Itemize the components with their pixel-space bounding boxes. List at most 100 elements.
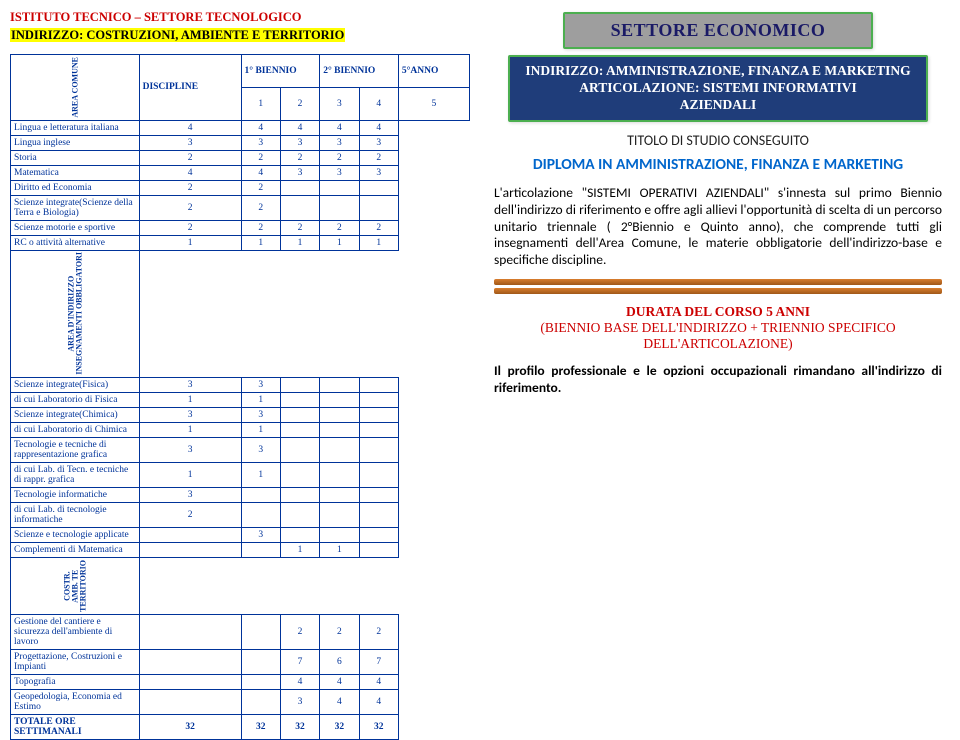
table-row: Progettazione, Costruzioni e Impianti767	[11, 650, 470, 675]
hours-cell	[280, 438, 319, 463]
discipline-label: di cui Laboratorio di Fisica	[11, 393, 140, 408]
hours-cell	[241, 543, 280, 558]
hours-cell	[280, 528, 319, 543]
hours-cell: 4	[241, 120, 280, 135]
table-row: Geopedologia, Economia ed Estimo344	[11, 690, 470, 715]
hours-cell	[241, 675, 280, 690]
hours-cell	[359, 438, 398, 463]
col-biennio1: 1° BIENNIO	[241, 55, 320, 88]
hours-cell: 3	[280, 690, 319, 715]
hours-cell: 1	[139, 393, 241, 408]
hours-cell	[139, 528, 241, 543]
orange-bar	[494, 279, 942, 285]
hours-cell	[241, 615, 280, 650]
hours-cell: 4	[280, 120, 319, 135]
hours-cell	[280, 408, 319, 423]
left-column: ISTITUTO TECNICO – SETTORE TECNOLOGICO I…	[0, 0, 480, 611]
table-row: Storia22222	[11, 150, 470, 165]
table-row: di cui Lab. di Tecn. e tecniche di rappr…	[11, 463, 470, 488]
table-row: Tecnologie e tecniche di rappresentazion…	[11, 438, 470, 463]
table-row: Lingua e letteratura italiana44444	[11, 120, 470, 135]
hours-cell	[139, 650, 241, 675]
hours-cell: 3	[139, 408, 241, 423]
hours-cell	[320, 463, 359, 488]
profilo-paragraph: Il profilo professionale e le opzioni oc…	[494, 362, 942, 396]
hours-cell: 1	[359, 235, 398, 250]
hours-cell: 4	[320, 690, 359, 715]
hours-cell: 3	[359, 135, 398, 150]
vlabel-area-comune: AREA COMUNE	[11, 55, 140, 121]
hours-cell	[280, 463, 319, 488]
hours-cell	[280, 195, 319, 220]
hours-cell	[359, 378, 398, 393]
hours-cell	[241, 503, 280, 528]
hours-cell	[359, 528, 398, 543]
discipline-label: Scienze integrate(Scienze della Terra e …	[11, 195, 140, 220]
colnum-5: 5	[398, 87, 469, 120]
hours-cell: 1	[139, 235, 241, 250]
hours-cell	[359, 195, 398, 220]
hours-cell	[320, 408, 359, 423]
table-header-row: AREA COMUNE DISCIPLINE 1° BIENNIO 2° BIE…	[11, 55, 470, 88]
header-title: ISTITUTO TECNICO – SETTORE TECNOLOGICO I…	[10, 8, 470, 44]
hours-cell	[359, 408, 398, 423]
table-row: RC o attività alternative11111	[11, 235, 470, 250]
hours-cell	[139, 690, 241, 715]
hours-cell: 4	[359, 120, 398, 135]
hours-cell	[320, 393, 359, 408]
hours-cell: 2	[280, 220, 319, 235]
durata-title: DURATA DEL CORSO 5 ANNI	[494, 304, 942, 320]
discipline-label: RC o attività alternative	[11, 235, 140, 250]
table-total-row: TOTALE ORE SETTIMANALI 32 32 32 32 32	[11, 715, 470, 740]
hours-cell	[280, 393, 319, 408]
hours-cell: 1	[280, 235, 319, 250]
hours-cell: 4	[139, 120, 241, 135]
hours-cell: 7	[280, 650, 319, 675]
table-row: Scienze integrate(Chimica)33	[11, 408, 470, 423]
hours-cell	[320, 438, 359, 463]
hours-cell: 2	[359, 615, 398, 650]
table-row: Diritto ed Economia22	[11, 180, 470, 195]
discipline-label: Lingua e letteratura italiana	[11, 120, 140, 135]
hours-cell: 3	[241, 408, 280, 423]
hours-cell	[280, 503, 319, 528]
table-row: Tecnologie informatiche3	[11, 488, 470, 503]
hours-cell	[139, 615, 241, 650]
hours-cell: 4	[359, 690, 398, 715]
hours-cell: 3	[241, 378, 280, 393]
hours-cell: 3	[320, 135, 359, 150]
hours-cell: 2	[241, 150, 280, 165]
hours-cell	[359, 488, 398, 503]
hours-cell	[320, 528, 359, 543]
hours-cell: 3	[320, 165, 359, 180]
table-row: Gestione del cantiere e sicurezza dell'a…	[11, 615, 470, 650]
hours-cell: 4	[280, 675, 319, 690]
hours-cell	[359, 180, 398, 195]
hours-cell	[359, 463, 398, 488]
header-line1: ISTITUTO TECNICO – SETTORE TECNOLOGICO	[10, 10, 302, 24]
discipline-label: di cui Lab. di tecnologie informatiche	[11, 503, 140, 528]
hours-cell: 1	[320, 543, 359, 558]
hours-cell	[280, 180, 319, 195]
discipline-label: Scienze e tecnologie applicate	[11, 528, 140, 543]
hours-cell: 2	[139, 195, 241, 220]
hours-cell: 3	[280, 165, 319, 180]
table-row: di cui Laboratorio di Fisica11	[11, 393, 470, 408]
discipline-label: Matematica	[11, 165, 140, 180]
hours-cell	[320, 378, 359, 393]
hours-cell: 2	[320, 220, 359, 235]
hours-cell: 1	[139, 463, 241, 488]
discipline-label: Diritto ed Economia	[11, 180, 140, 195]
table-row: Topografia444	[11, 675, 470, 690]
hours-cell: 2	[241, 195, 280, 220]
diploma-label: DIPLOMA IN AMMINISTRAZIONE, FINANZA E MA…	[494, 155, 942, 175]
hours-cell: 3	[139, 378, 241, 393]
col-biennio2: 2° BIENNIO	[320, 55, 399, 88]
colnum-3: 3	[320, 87, 359, 120]
hours-cell: 3	[139, 135, 241, 150]
hours-cell: 3	[139, 438, 241, 463]
hours-cell: 3	[241, 528, 280, 543]
hours-cell: 2	[320, 150, 359, 165]
hours-cell: 2	[241, 220, 280, 235]
banner-group: SETTORE ECONOMICO INDIRIZZO: AMMINISTRAZ…	[494, 12, 942, 122]
